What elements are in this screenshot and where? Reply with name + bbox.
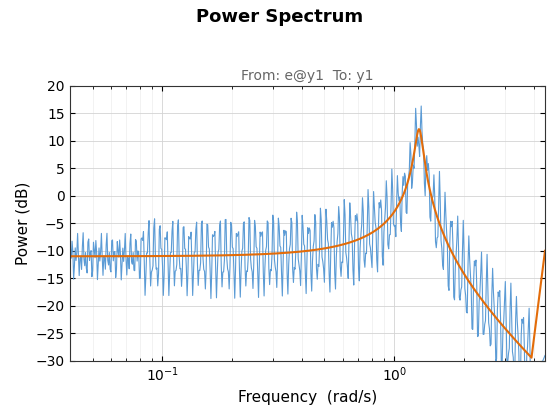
per	[425, 161, 432, 166]
sp	[542, 248, 548, 253]
Line: sp: sp	[69, 129, 545, 358]
per	[151, 226, 157, 231]
sp	[189, 253, 195, 258]
sp	[384, 218, 390, 223]
Title: From: e@y1  To: y1: From: e@y1 To: y1	[241, 69, 374, 83]
per	[66, 241, 73, 246]
sp	[66, 254, 73, 259]
X-axis label: Frequency  (rad/s): Frequency (rad/s)	[237, 390, 377, 405]
per	[542, 353, 548, 358]
per	[281, 233, 288, 238]
per	[418, 103, 424, 108]
Y-axis label: Power (dB): Power (dB)	[15, 181, 30, 265]
per	[189, 263, 195, 268]
sp	[528, 355, 535, 360]
Text: Power Spectrum: Power Spectrum	[197, 8, 363, 26]
per	[347, 200, 353, 205]
Line: per: per	[69, 106, 545, 396]
sp	[151, 254, 157, 259]
sp	[281, 250, 288, 255]
per	[384, 195, 390, 200]
per	[522, 394, 529, 399]
sp	[416, 126, 422, 131]
sp	[347, 240, 353, 245]
sp	[425, 180, 432, 185]
